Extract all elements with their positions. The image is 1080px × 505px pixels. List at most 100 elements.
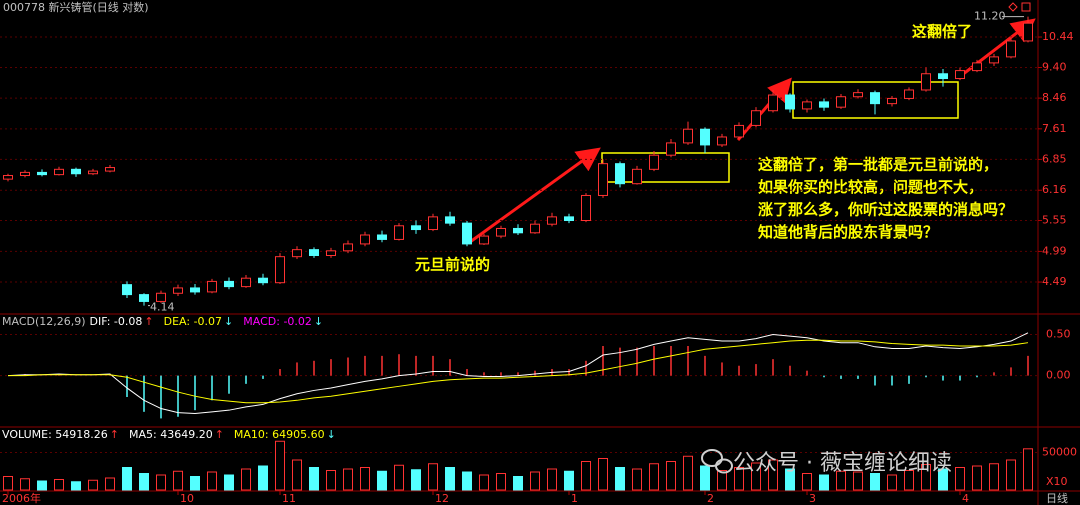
volume-bar: [411, 469, 421, 491]
top-icons: [1008, 2, 1031, 12]
volume-bar: [292, 459, 302, 491]
volume-bar: [37, 480, 47, 491]
x-tick-label: 3: [809, 492, 816, 505]
volume-unit: X10: [1046, 475, 1068, 488]
volume-bar: [751, 462, 761, 491]
volume-bar: [785, 468, 795, 491]
volume-bar: [445, 467, 455, 491]
legend-arrow: ↑: [144, 315, 153, 328]
candle-body: [326, 250, 336, 256]
watermark: 公众号 · 薇宝缠论细读: [733, 451, 952, 476]
candle-body: [972, 62, 982, 72]
candle-body: [292, 249, 302, 258]
x-tick-label: 10: [180, 492, 194, 505]
annotation-shapes: [469, 18, 1036, 244]
volume-bar: [241, 468, 251, 491]
volume-bar: [649, 463, 659, 491]
volume-bar: [717, 470, 727, 491]
candle-body: [190, 287, 200, 293]
volume-bar: [105, 477, 115, 491]
candle-body: [224, 280, 234, 288]
volume-bar: [462, 471, 472, 491]
volume-bar: [1023, 448, 1033, 491]
y-tick-label: 5.55: [1042, 214, 1067, 227]
x-tick-label: 2: [707, 492, 714, 505]
y-tick-label: 10.44: [1042, 30, 1074, 43]
candle-body: [1023, 22, 1033, 42]
volume-bar: [496, 473, 506, 491]
trend-arrow: [736, 77, 792, 141]
volume-bar: [836, 470, 846, 491]
candle-body: [173, 287, 183, 294]
legend-arrow: ↑: [110, 428, 119, 441]
candle-body: [581, 194, 591, 222]
volume-bar: [173, 470, 183, 491]
candle-body: [598, 163, 608, 196]
legend-text: DIF: -0.08: [90, 315, 143, 328]
candle-body: [1006, 40, 1016, 58]
volume-bar: [479, 474, 489, 491]
y-tick-label: 6.85: [1042, 152, 1067, 165]
candle-body: [428, 216, 438, 231]
volume-bar: [20, 478, 30, 491]
volume-bar: [700, 465, 710, 491]
candle-body: [666, 142, 676, 156]
volume-bar: [156, 474, 166, 491]
volume-bar: [122, 467, 132, 491]
volume-bar: [54, 479, 64, 491]
volume-bar: [904, 470, 914, 491]
y-tick-label: 6.16: [1042, 183, 1067, 196]
candle-body: [394, 225, 404, 240]
volume-bar: [564, 470, 574, 491]
volume-bar: [938, 468, 948, 491]
candle-body: [275, 256, 285, 284]
candle-body: [700, 128, 710, 146]
macd-label: MACD(12,26,9): [2, 315, 86, 328]
trend-arrow: [957, 18, 1036, 80]
legend-text: DEA: -0.07: [164, 315, 222, 328]
min-marker-label: 4.14: [150, 301, 175, 314]
candle-body: [904, 89, 914, 99]
y-tick-label: 7.61: [1042, 122, 1067, 135]
candle-body: [819, 101, 829, 108]
candle-body: [360, 234, 370, 245]
comment-line: 涨了那么多，你听过这股票的消息吗？: [758, 201, 1013, 219]
candle-body: [615, 163, 625, 185]
volume-bar: [768, 459, 778, 491]
volume-bar: [326, 470, 336, 491]
candle-body: [870, 92, 880, 105]
volume-bar: [819, 474, 829, 491]
candle-body: [241, 277, 251, 288]
candle-body: [20, 171, 30, 177]
volume-bar: [530, 471, 540, 491]
y-tick-label: 4.49: [1042, 275, 1067, 288]
candle-body: [479, 235, 489, 245]
volume-bar: [139, 473, 149, 491]
period-label: 日线: [1046, 491, 1068, 505]
volume-bar: [360, 467, 370, 491]
candle-body: [71, 168, 81, 175]
volume-bar: [683, 455, 693, 491]
volume-bar: [377, 470, 387, 491]
legend-text: MA5: 43649.20: [129, 428, 213, 441]
volume-bar: [513, 476, 523, 491]
comment-line: 知道他背后的股东背景吗？: [758, 223, 938, 241]
legend-arrow: ↑: [215, 428, 224, 441]
candle-body: [54, 168, 64, 176]
candle-body: [258, 277, 268, 284]
candle-body: [683, 128, 693, 144]
volume-bar: [394, 464, 404, 491]
candle-body: [122, 284, 132, 296]
x-tick-label: 4: [962, 492, 969, 505]
candle-body: [938, 73, 948, 80]
volume-bar: [224, 474, 234, 491]
candle-body: [836, 96, 846, 108]
volume-bar: [275, 440, 285, 491]
trend-arrow: [469, 147, 601, 244]
volume-bar: [309, 467, 319, 491]
legend-arrow: ↓: [314, 315, 323, 328]
y-tick-label: 50000: [1042, 446, 1077, 459]
